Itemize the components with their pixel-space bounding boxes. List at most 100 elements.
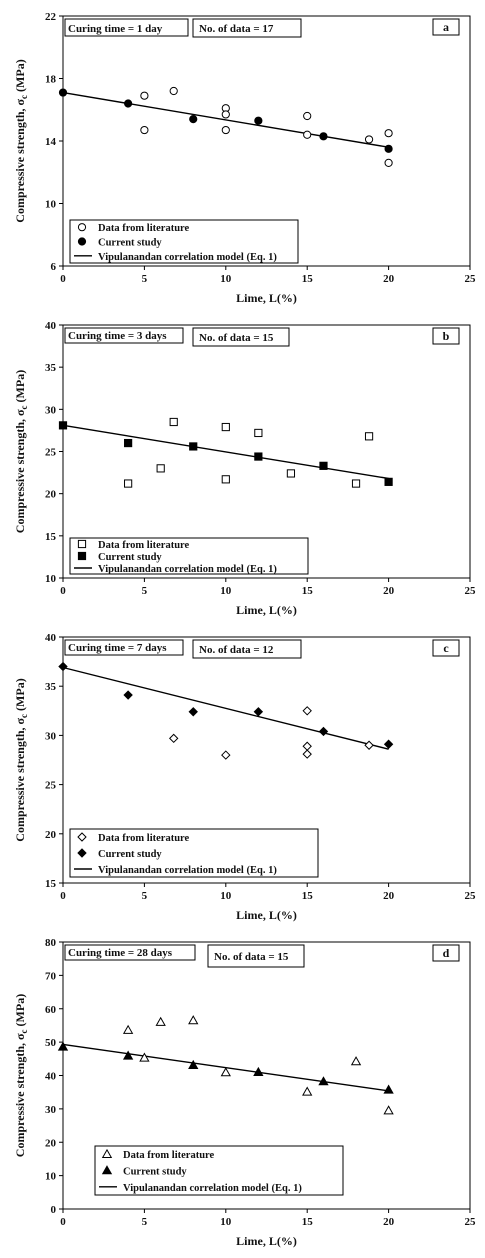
data-count-box xyxy=(192,639,302,659)
y-tick-label: 50 xyxy=(45,1037,57,1049)
legend-label: Vipulanandan correlation model (Eq. 1) xyxy=(98,865,277,876)
literature-point xyxy=(364,135,374,144)
legend-marker-current xyxy=(101,1165,113,1175)
current-study-point xyxy=(319,461,328,470)
current-study-point xyxy=(58,661,68,672)
y-axis-label-text: Compressive strength, σ xyxy=(13,98,27,222)
y-axis-label-unit: (MPa) xyxy=(13,370,27,406)
literature-point xyxy=(221,750,231,760)
panel-tag-box xyxy=(432,639,460,657)
legend-marker-current xyxy=(77,551,87,561)
current-study-point xyxy=(188,707,198,717)
panel-tag-box xyxy=(432,18,460,36)
x-tick-label: 0 xyxy=(60,273,66,285)
curing-time-box xyxy=(64,18,189,37)
literature-point xyxy=(302,706,312,716)
panel-tag-label: a xyxy=(443,20,449,34)
literature-point xyxy=(139,1052,150,1062)
literature-point xyxy=(364,432,374,441)
y-tick-label: 18 xyxy=(45,74,57,86)
current-study-point xyxy=(254,116,263,125)
legend-box xyxy=(69,537,309,575)
current-study-point xyxy=(319,132,328,141)
literature-point xyxy=(169,86,178,96)
x-tick-label: 20 xyxy=(383,585,395,597)
y-tick-label: 30 xyxy=(45,404,57,416)
y-axis-label: Compressive strength, σc (MPa) xyxy=(13,678,29,841)
y-tick-label: 22 xyxy=(45,11,57,23)
y-axis-label-unit: (MPa) xyxy=(13,59,27,95)
x-tick-label: 5 xyxy=(142,890,148,902)
literature-point xyxy=(124,479,133,488)
x-tick-label: 10 xyxy=(220,273,232,285)
curing-time-box xyxy=(64,944,196,961)
y-tick-label: 60 xyxy=(45,1004,57,1016)
x-tick-label: 5 xyxy=(142,585,148,597)
x-tick-label: 20 xyxy=(383,273,395,285)
y-axis-label-subscript: c xyxy=(19,405,29,409)
literature-point xyxy=(302,749,312,759)
legend-label: Vipulanandan correlation model (Eq. 1) xyxy=(123,1183,302,1194)
current-study-point xyxy=(384,144,393,153)
current-study-point xyxy=(383,1084,394,1094)
literature-point xyxy=(384,158,393,167)
literature-point xyxy=(364,740,374,750)
y-tick-label: 25 xyxy=(45,447,57,459)
y-tick-label: 10 xyxy=(45,199,57,211)
y-tick-label: 70 xyxy=(45,970,57,982)
literature-point xyxy=(286,469,296,478)
literature-point xyxy=(384,129,393,138)
y-tick-label: 40 xyxy=(45,320,57,332)
data-count-label: No. of data = 17 xyxy=(199,23,274,35)
panel-tag-label: b xyxy=(443,329,450,343)
y-tick-label: 40 xyxy=(45,1071,57,1083)
x-axis-label: Lime, L(%) xyxy=(236,908,297,922)
x-axis-label: Lime, L(%) xyxy=(236,1234,297,1248)
x-tick-label: 25 xyxy=(465,273,477,285)
y-axis-label-subscript: c xyxy=(19,95,29,99)
chart-panel-b: 0 5 10 15 20 25 10 15 20 25 30 35 40 Lime, L(%) Compre… xyxy=(13,320,476,617)
current-study-point xyxy=(58,88,68,97)
current-study-point xyxy=(189,115,198,124)
chart-panel-d: 0 5 10 15 20 25 0 10 20 30 40 50 60 70 80 Lime, L(%) Com… xyxy=(13,937,476,1248)
legend-marker-literature xyxy=(77,223,87,232)
current-study-point xyxy=(124,438,133,448)
legend-label: Data from literature xyxy=(123,1150,215,1161)
y-axis-label-unit: (MPa) xyxy=(13,678,27,714)
data-count-box xyxy=(192,18,302,38)
legend-label: Current study xyxy=(98,238,162,249)
literature-point xyxy=(168,733,179,744)
y-tick-label: 20 xyxy=(45,489,57,501)
curing-time-label: Curing time = 28 days xyxy=(68,947,173,959)
legend-label: Data from literature xyxy=(98,833,190,844)
x-tick-label: 0 xyxy=(60,890,66,902)
y-axis-label: Compressive strength, σc (MPa) xyxy=(13,370,29,533)
curing-time-label: Curing time = 7 days xyxy=(68,642,167,654)
legend-label: Current study xyxy=(98,552,162,563)
literature-point xyxy=(140,91,149,100)
literature-point xyxy=(221,110,230,119)
y-axis-label-text: Compressive strength, σ xyxy=(13,1033,27,1157)
literature-point xyxy=(188,1015,199,1025)
curing-time-box xyxy=(64,639,184,656)
literature-point xyxy=(254,428,263,438)
literature-point xyxy=(155,1016,166,1026)
x-tick-label: 10 xyxy=(220,1216,232,1228)
curing-time-box xyxy=(64,327,184,344)
literature-point xyxy=(140,125,149,135)
y-axis-label-subscript: c xyxy=(19,1029,29,1033)
y-tick-label: 30 xyxy=(45,730,57,742)
y-tick-label: 20 xyxy=(45,829,57,841)
y-tick-label: 25 xyxy=(45,780,57,792)
current-study-point xyxy=(318,1076,329,1086)
legend-label: Vipulanandan correlation model (Eq. 1) xyxy=(98,564,277,575)
y-axis-label-text: Compressive strength, σ xyxy=(13,717,27,841)
y-tick-label: 10 xyxy=(45,573,57,585)
y-axis-label: Compressive strength, σc (MPa) xyxy=(13,59,29,222)
legend-label: Current study xyxy=(98,849,162,860)
literature-point xyxy=(351,479,361,488)
y-tick-label: 0 xyxy=(51,1204,57,1216)
legend-marker-current xyxy=(77,848,87,858)
curing-time-label: Curing time = 3 days xyxy=(68,330,167,342)
current-study-point xyxy=(122,1050,134,1060)
